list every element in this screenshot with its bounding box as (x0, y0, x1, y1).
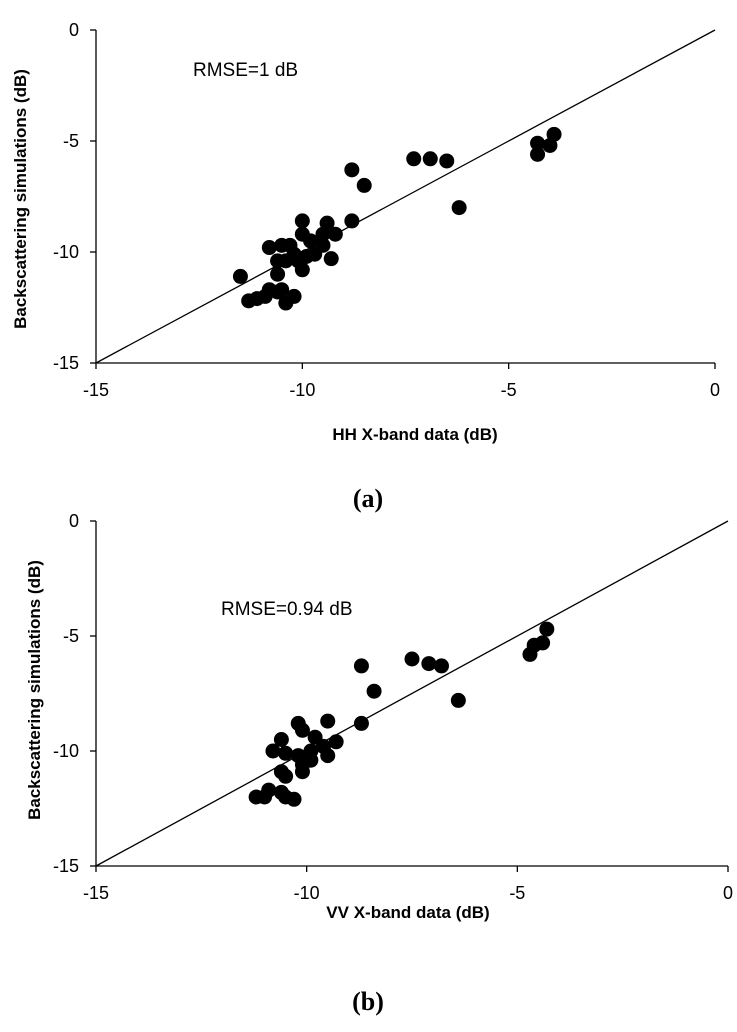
data-point (353, 658, 369, 674)
data-point (320, 713, 336, 729)
data-point (344, 213, 360, 229)
data-point (294, 764, 310, 780)
rmse-annotation: RMSE=1 dB (193, 60, 298, 81)
data-point (278, 745, 294, 761)
data-point (323, 251, 339, 267)
data-point (294, 722, 310, 738)
y-tick-label: -10 (53, 741, 79, 761)
x-tick-label: -10 (294, 883, 320, 903)
data-point (406, 151, 422, 167)
data-point (270, 266, 286, 282)
y-tick-label: -15 (53, 353, 79, 373)
data-point (353, 715, 369, 731)
data-point (315, 237, 331, 253)
data-point (450, 692, 466, 708)
x-axis-title: VV X-band data (dB) (326, 903, 489, 922)
data-point (433, 658, 449, 674)
one-to-one-line (95, 520, 729, 867)
data-point (439, 153, 455, 169)
data-point (530, 135, 546, 151)
data-point (261, 782, 277, 798)
x-tick-label: -15 (83, 380, 109, 400)
data-point (274, 282, 290, 298)
data-point (319, 215, 335, 231)
data-point (286, 791, 302, 807)
x-tick-label: 0 (723, 883, 733, 903)
y-tick-label: 0 (69, 20, 79, 40)
y-tick-label: -5 (63, 626, 79, 646)
data-point (366, 683, 382, 699)
panel-caption: (b) (352, 987, 384, 1016)
x-axis-title: HH X-band data (dB) (332, 425, 497, 444)
y-tick-label: -10 (53, 242, 79, 262)
x-tick-label: -5 (509, 883, 525, 903)
data-point (232, 268, 248, 284)
data-point (421, 656, 437, 672)
data-point (535, 635, 551, 651)
data-point (320, 748, 336, 764)
data-point (530, 146, 546, 162)
x-tick-label: -10 (289, 380, 315, 400)
rmse-annotation: RMSE=0.94 dB (221, 599, 353, 620)
data-point (404, 651, 420, 667)
chart-panel-b: -15 -10 -5 0 0 -5 -10 -15 RMSE=0.94 dB VV X-band … (25, 511, 733, 1016)
data-point (539, 621, 555, 637)
data-point (356, 177, 372, 193)
data-point (303, 743, 319, 759)
data-point (278, 253, 294, 269)
data-point (265, 743, 281, 759)
data-point (261, 240, 277, 256)
panel-caption: (a) (353, 484, 383, 513)
one-to-one-line (95, 29, 716, 364)
y-tick-label: 0 (69, 511, 79, 531)
x-tick-label: -15 (83, 883, 109, 903)
y-tick-label: -15 (53, 856, 79, 876)
data-point (303, 233, 319, 249)
data-point (422, 151, 438, 167)
data-point (294, 213, 310, 229)
data-point (294, 262, 310, 278)
chart-panel-a: -15 -10 -5 0 0 -5 -10 -15 RMSE=1 dB HH X-band dat… (11, 20, 720, 513)
data-point (328, 734, 344, 750)
x-tick-label: -5 (501, 380, 517, 400)
data-point (278, 768, 294, 784)
y-axis-title: Backscattering simulations (dB) (11, 69, 30, 329)
data-point (327, 226, 343, 242)
data-point (278, 295, 294, 311)
x-tick-label: 0 (710, 380, 720, 400)
data-point (273, 732, 289, 747)
data-point (546, 126, 562, 142)
data-point (451, 200, 467, 216)
data-point (344, 162, 360, 178)
y-tick-label: -5 (63, 131, 79, 151)
y-axis-title: Backscattering simulations (dB) (25, 560, 44, 820)
